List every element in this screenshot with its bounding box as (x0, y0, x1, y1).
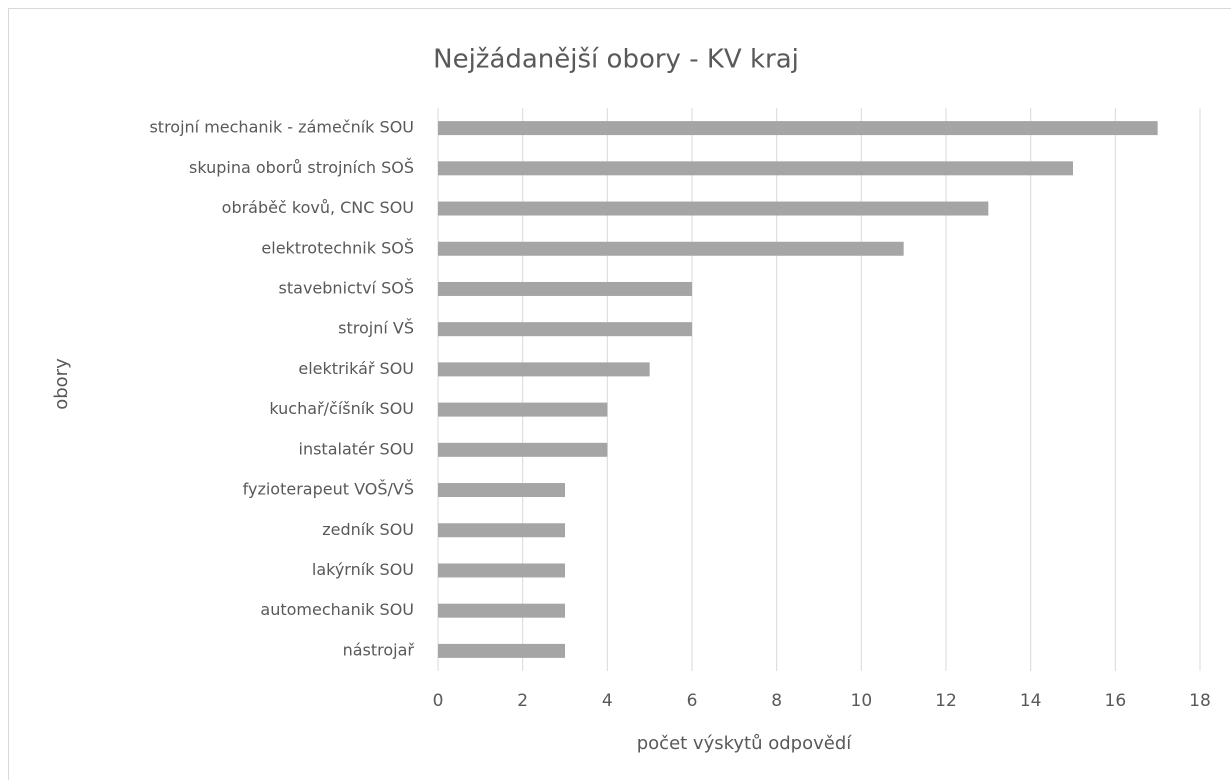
bar (438, 442, 608, 457)
y-tick-label: obráběč kovů, CNC SOU (222, 198, 414, 217)
bar (438, 563, 565, 578)
bar (438, 121, 1158, 136)
bar (438, 201, 989, 216)
x-tick-label: 10 (851, 691, 873, 711)
y-tick-label: stavebnictví SOŠ (279, 278, 414, 297)
x-tick-label: 4 (602, 691, 613, 711)
chart-title: Nejžádanější obory - KV kraj (433, 45, 799, 75)
y-tick-label: automechanik SOU (260, 600, 414, 619)
bar (438, 603, 565, 618)
y-tick-label: nástrojař (343, 640, 415, 659)
x-tick-label: 12 (935, 691, 957, 711)
y-tick-label: strojní VŠ (338, 319, 414, 338)
bar (438, 241, 904, 256)
bar (438, 643, 565, 658)
x-tick-label: 8 (771, 691, 782, 711)
y-tick-label: strojní mechanik - zámečník SOU (149, 118, 414, 137)
y-tick-label: elektrikář SOU (298, 359, 414, 378)
y-tick-label: skupina oborů strojních SOŠ (189, 158, 414, 177)
chart-border (8, 8, 1231, 780)
bar (438, 161, 1073, 176)
bar (438, 322, 692, 337)
x-tick-label: 16 (1105, 691, 1127, 711)
bar (438, 281, 692, 296)
x-tick-label: 2 (517, 691, 528, 711)
bar (438, 402, 608, 417)
x-tick-label: 18 (1189, 691, 1211, 711)
x-tick-label: 0 (433, 691, 444, 711)
x-tick-label: 14 (1020, 691, 1042, 711)
y-tick-label: elektrotechnik SOŠ (261, 238, 414, 257)
bar (438, 362, 650, 377)
y-axis-title: obory (51, 358, 72, 410)
bar (438, 483, 565, 498)
y-tick-label: instalatér SOU (299, 439, 415, 458)
y-tick-label: lakýrník SOU (312, 560, 414, 579)
x-tick-label: 6 (687, 691, 698, 711)
y-tick-label: kuchař/číšník SOU (269, 399, 414, 418)
bar (438, 523, 565, 538)
x-axis-title: počet výskytů odpovědí (637, 733, 853, 754)
y-tick-label: zedník SOU (322, 520, 414, 539)
y-tick-label: fyzioterapeut VOŠ/VŠ (243, 480, 414, 499)
